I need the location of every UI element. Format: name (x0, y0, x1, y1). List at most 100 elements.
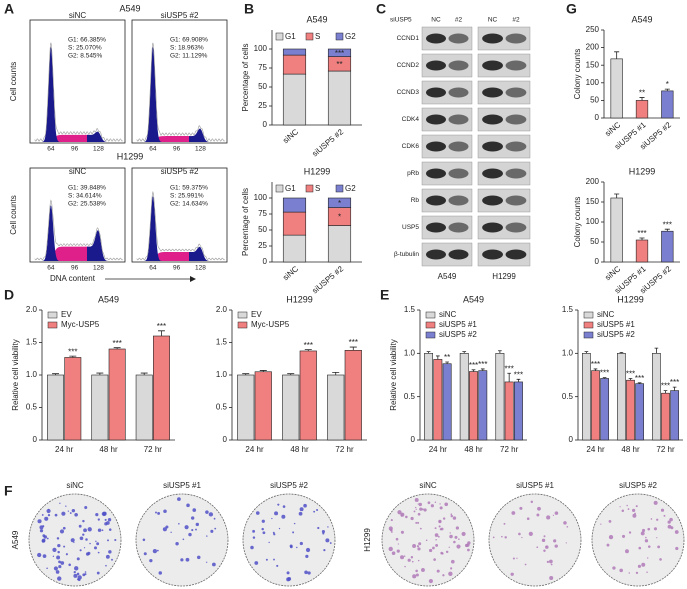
x-tick-label: 24 hr (429, 445, 448, 454)
significance: * (338, 199, 341, 208)
colony (44, 516, 49, 521)
colony (197, 555, 201, 560)
colony (97, 518, 100, 521)
significance: *** (600, 369, 609, 378)
colony (83, 547, 86, 549)
protein-label: CDK6 (402, 143, 420, 150)
colony (434, 533, 439, 537)
colony (208, 512, 214, 517)
colony (96, 571, 100, 575)
colony (74, 512, 78, 517)
colony (76, 572, 80, 576)
colony (111, 558, 113, 561)
colony (441, 552, 444, 555)
bar (91, 374, 109, 441)
blot-band (505, 33, 527, 44)
colony (404, 565, 406, 568)
y-tick-label: 0 (263, 257, 268, 266)
colony (397, 510, 402, 515)
colony (47, 513, 51, 517)
error-bar (516, 378, 521, 382)
bar (635, 383, 644, 441)
bar (327, 374, 345, 441)
lane-label: #2 (455, 17, 463, 24)
significance: *** (661, 382, 670, 391)
bar (108, 348, 126, 441)
error-bar (349, 346, 357, 351)
bar-segment (327, 197, 352, 208)
colony (415, 508, 417, 510)
colony (305, 547, 311, 553)
error-bar (471, 369, 476, 372)
colony (93, 546, 97, 550)
bar-segment (327, 70, 352, 126)
phase-stat: S: 25.991% (170, 193, 204, 200)
error-bar (584, 351, 589, 354)
colony (417, 559, 420, 562)
colony (645, 536, 647, 539)
colony (61, 511, 66, 516)
colony (182, 538, 185, 541)
x-tick-label: 128 (195, 146, 206, 153)
colony (274, 511, 279, 516)
colony (635, 571, 639, 575)
colony (205, 510, 209, 514)
colony (445, 550, 449, 554)
blot-band (448, 87, 469, 98)
blot-band (426, 114, 446, 125)
colony (526, 517, 530, 520)
error-bar (158, 330, 165, 336)
y-tick-label: 50 (258, 82, 267, 91)
legend-label: G2 (345, 32, 356, 41)
bar (64, 357, 82, 441)
colony (612, 566, 616, 570)
colony (461, 531, 466, 537)
legend-swatch (275, 184, 284, 193)
colony (634, 512, 636, 515)
blot-band (505, 114, 527, 125)
significance: *** (626, 370, 635, 379)
colony (191, 528, 194, 532)
colony (185, 557, 190, 562)
x-tick-label: siNC (603, 264, 622, 282)
legend-label: EV (61, 310, 72, 319)
blot-background (477, 80, 531, 105)
colony (177, 497, 181, 501)
y-tick-label: 0.5 (26, 403, 38, 412)
error-bar (304, 349, 312, 351)
colony (101, 511, 107, 517)
error-bar (140, 372, 148, 375)
y-axis-label: Colony counts (573, 49, 582, 100)
fit-outline (136, 191, 225, 261)
blot-band (482, 168, 503, 179)
colony (96, 542, 100, 546)
colony (397, 543, 399, 545)
colony (388, 526, 393, 531)
significance: * (666, 80, 669, 89)
blot-background (477, 26, 531, 51)
colony (521, 536, 523, 539)
error-bar (628, 378, 633, 381)
colony (213, 517, 216, 520)
significance: * (338, 213, 341, 222)
panel-label: A (4, 1, 14, 17)
colony (627, 508, 630, 511)
y-axis-label: Relative cell viability (11, 339, 20, 411)
colony (286, 571, 290, 575)
blot-background (477, 161, 531, 186)
colony (55, 570, 60, 574)
legend-label: Myc-USP5 (61, 320, 100, 329)
error-bar (259, 370, 267, 372)
significance: ** (444, 353, 450, 362)
histogram-frame (131, 19, 228, 144)
colony (57, 543, 61, 548)
colony (56, 537, 60, 540)
y-tick-label: 25 (258, 241, 267, 250)
colony (39, 529, 44, 533)
phase-stat: G1: 59.375% (170, 185, 208, 192)
blot-band (505, 87, 527, 98)
colony (608, 534, 614, 540)
condition-label: siNC (69, 11, 87, 20)
error-bar (52, 373, 59, 375)
plate (488, 493, 582, 587)
